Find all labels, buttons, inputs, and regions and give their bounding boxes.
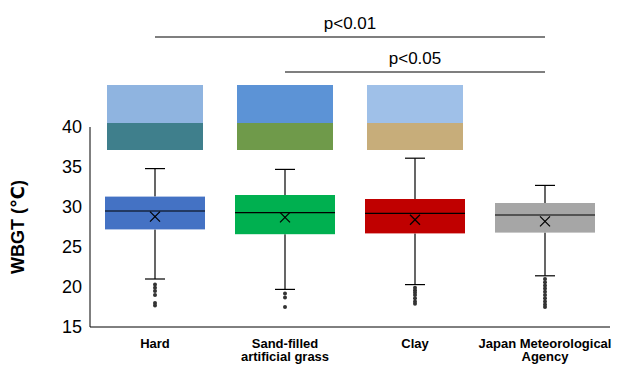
svg-text:15: 15 — [62, 317, 82, 337]
svg-text:WBGT (℃): WBGT (℃) — [8, 180, 28, 274]
svg-text:Sand-filledartificial grass: Sand-filledartificial grass — [241, 336, 329, 364]
svg-text:Clay: Clay — [401, 336, 429, 351]
svg-text:20: 20 — [62, 277, 82, 297]
svg-text:Japan MeteorologicalAgency: Japan MeteorologicalAgency — [479, 336, 612, 364]
svg-text:p<0.05: p<0.05 — [389, 49, 441, 68]
svg-text:25: 25 — [62, 237, 82, 257]
svg-text:p<0.01: p<0.01 — [324, 14, 376, 33]
svg-text:40: 40 — [62, 117, 82, 137]
svg-text:30: 30 — [62, 197, 82, 217]
svg-text:35: 35 — [62, 157, 82, 177]
svg-text:Hard: Hard — [140, 336, 170, 351]
